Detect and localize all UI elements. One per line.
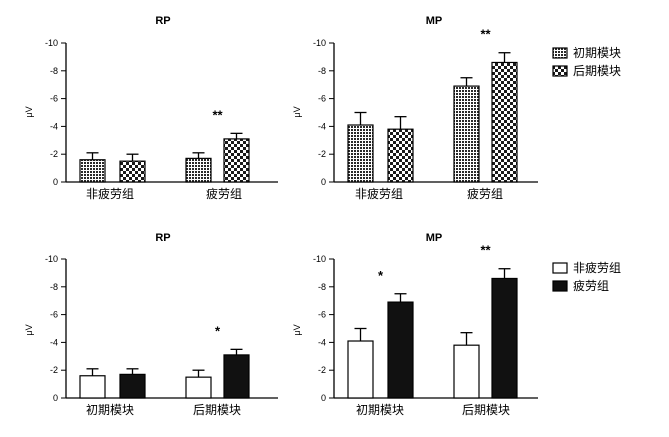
y-tick-label: -8 [318, 282, 326, 292]
x-category-label: 非疲劳组 [355, 186, 403, 201]
y-tick-label: -10 [313, 38, 326, 48]
y-tick-label: -6 [318, 94, 326, 104]
y-tick-label: -4 [318, 121, 326, 131]
x-category-label: 初期模块 [356, 403, 404, 417]
significance-marker: * [378, 268, 384, 283]
legend-swatch [552, 262, 568, 274]
legend-label: 疲劳组 [573, 278, 609, 293]
y-tick-label: -8 [318, 66, 326, 76]
y-axis-label: μV [292, 324, 302, 335]
bar-2-1 [119, 373, 146, 399]
y-tick-label: -4 [50, 121, 58, 131]
y-tick-label: 0 [321, 177, 326, 187]
bar-2-1 [387, 128, 414, 183]
significance-marker: ** [480, 27, 491, 42]
y-tick-label: -2 [318, 149, 326, 159]
bar-1-2 [185, 157, 212, 183]
y-tick-label: -4 [50, 337, 58, 347]
legend-label: 非疲劳组 [573, 260, 621, 275]
legend-swatch [552, 280, 568, 292]
bar-2-2 [491, 277, 518, 399]
bar-2-2 [491, 61, 518, 183]
x-category-label: 初期模块 [86, 403, 134, 417]
chart-panel-3: RP -10 -8 -6 -4 -2 0 μV * 初期模块 后期模块 [24, 232, 278, 417]
bar-2-1 [387, 301, 414, 399]
y-axis-label: μV [24, 324, 34, 335]
x-category-label: 非疲劳组 [86, 186, 134, 201]
bar-1-1 [347, 340, 374, 399]
y-tick-label: -2 [318, 365, 326, 375]
bar-2-2 [223, 138, 250, 183]
x-category-label: 后期模块 [462, 403, 510, 417]
legend-label: 后期模块 [573, 64, 621, 78]
y-tick-label: -10 [45, 38, 58, 48]
y-tick-label: -2 [50, 149, 58, 159]
y-tick-label: -2 [50, 365, 58, 375]
y-tick-label: -8 [50, 66, 58, 76]
x-category-label: 疲劳组 [467, 186, 503, 201]
chart-title: RP [155, 232, 170, 244]
y-tick-label: 0 [53, 177, 58, 187]
y-tick-label: 0 [321, 393, 326, 403]
chart-title: MP [426, 232, 443, 244]
y-tick-label: -4 [318, 337, 326, 347]
x-category-label: 后期模块 [193, 403, 241, 417]
y-tick-label: -6 [50, 310, 58, 320]
bar-1-2 [185, 376, 212, 399]
bar-2-2 [223, 354, 250, 399]
bar-1-2 [453, 85, 480, 183]
legend-swatch [552, 47, 568, 59]
chart-title: MP [426, 15, 443, 27]
y-tick-label: -10 [313, 254, 326, 264]
y-tick-label: 0 [53, 393, 58, 403]
x-category-label: 疲劳组 [206, 186, 242, 201]
bar-1-2 [453, 344, 480, 399]
significance-marker: * [215, 323, 221, 338]
y-tick-label: -6 [318, 310, 326, 320]
significance-marker: ** [480, 243, 491, 258]
bar-1-1 [79, 375, 106, 399]
bar-2-1 [119, 160, 146, 183]
y-tick-label: -6 [50, 94, 58, 104]
chart-panel-1: RP -10 -8 -6 -4 -2 0 μV ** 非疲劳组 疲劳组 [24, 15, 278, 201]
y-tick-label: -8 [50, 282, 58, 292]
y-axis-label: μV [24, 106, 34, 117]
legend-label: 初期模块 [573, 46, 621, 60]
y-tick-label: -10 [45, 254, 58, 264]
bar-1-1 [347, 124, 374, 183]
legend-swatch [552, 65, 568, 77]
chart-title: RP [155, 15, 170, 27]
significance-marker: ** [212, 107, 223, 122]
bar-1-1 [79, 159, 106, 183]
y-axis-label: μV [292, 106, 302, 117]
